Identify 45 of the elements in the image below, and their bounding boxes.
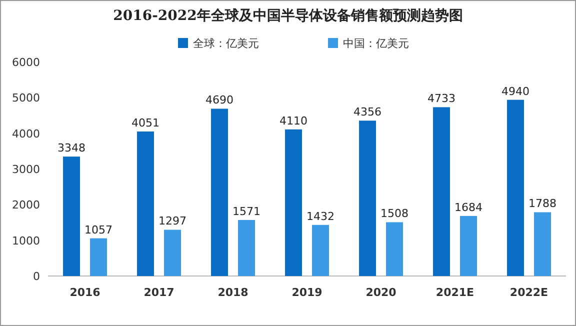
x-tick-label: 2016 (70, 286, 101, 299)
data-label: 4110 (280, 114, 308, 128)
y-tick-label: 0 (33, 270, 40, 283)
bar (312, 224, 329, 276)
x-tick-label: 2019 (292, 286, 322, 299)
bar (164, 230, 181, 276)
bar (507, 100, 524, 276)
bar (534, 212, 551, 276)
bar (460, 216, 477, 276)
y-tick-label: 6000 (12, 56, 40, 69)
bar (63, 156, 80, 276)
data-label: 4051 (132, 116, 160, 130)
data-label: 4356 (354, 106, 382, 119)
data-label: 4690 (206, 94, 234, 107)
legend-label: 全球：亿美元 (193, 37, 259, 50)
data-label: 1788 (528, 197, 556, 210)
bar (433, 107, 450, 276)
data-label: 4940 (502, 84, 530, 98)
y-tick-label: 2000 (12, 198, 40, 212)
x-tick-label: 2021E (436, 286, 474, 299)
x-tick-label: 2022E (510, 286, 548, 299)
data-label: 1432 (306, 210, 334, 223)
y-tick-label: 4000 (12, 127, 40, 140)
bar (285, 129, 302, 276)
bar (238, 220, 255, 276)
y-tick-label: 3000 (12, 163, 40, 176)
bar (90, 238, 107, 276)
bar (386, 222, 403, 276)
x-tick-label: 2020 (366, 286, 397, 299)
legend-label: 中国：亿美元 (343, 37, 409, 50)
data-label: 1508 (380, 207, 408, 220)
data-label: 1297 (158, 214, 186, 228)
x-tick-label: 2017 (144, 286, 174, 299)
bar (359, 120, 376, 276)
data-label: 1571 (232, 204, 260, 218)
bar (137, 132, 154, 276)
data-label: 1057 (84, 223, 112, 236)
data-label: 3348 (58, 142, 86, 155)
x-tick-label: 2018 (218, 286, 248, 299)
chart-title: 2016-2022年全球及中国半导体设备销售额预测趋势图 (113, 7, 463, 24)
data-label: 4733 (428, 92, 456, 106)
data-label: 1684 (454, 200, 482, 214)
y-tick-label: 1000 (12, 234, 40, 248)
y-tick-label: 5000 (12, 92, 40, 105)
bar (211, 108, 228, 276)
